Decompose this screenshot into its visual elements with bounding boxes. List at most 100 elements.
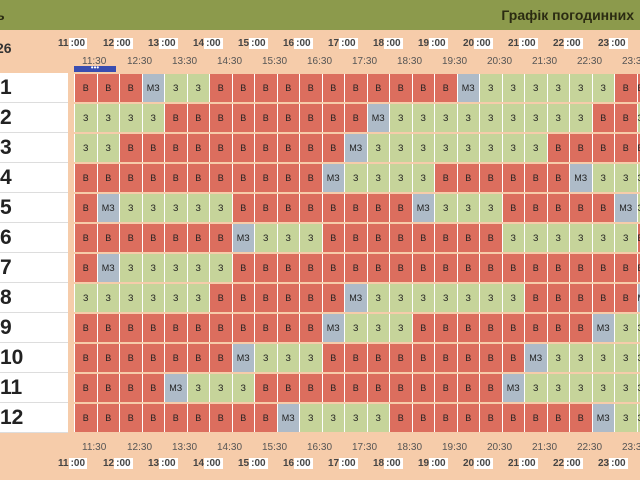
schedule-cell: В <box>434 254 457 282</box>
schedule-cell: В <box>389 74 412 102</box>
schedule-cell: З <box>74 134 97 162</box>
schedule-cell: В <box>366 374 389 402</box>
schedule-cell: В <box>636 224 640 252</box>
schedule-cell: З <box>546 104 569 132</box>
schedule-cell: З <box>434 194 457 222</box>
schedule-cell: В <box>434 314 457 342</box>
schedule-cell: В <box>119 404 142 432</box>
schedule-cell: З <box>186 254 209 282</box>
schedule-cell: З <box>119 104 142 132</box>
schedule-cell: В <box>524 164 547 192</box>
schedule-cell: МЗ <box>344 284 367 312</box>
schedule-cell: В <box>434 404 457 432</box>
schedule-cell: В <box>524 194 547 222</box>
schedule-cell: В <box>591 284 614 312</box>
schedule-cell: В <box>344 194 367 222</box>
hour-tick: 22:00 <box>553 38 583 49</box>
schedule-cell: В <box>96 404 119 432</box>
schedule-cell: В <box>74 374 97 402</box>
row-label: 4 <box>0 163 68 193</box>
halfhour-tick: 20:30 <box>487 56 513 67</box>
schedule-cell: З <box>96 134 119 162</box>
row-label: 10 <box>0 343 68 373</box>
schedule-cell: З <box>299 344 322 372</box>
schedule-cell: В <box>299 284 322 312</box>
schedule-cell: В <box>276 164 299 192</box>
schedule-cell: В <box>74 344 97 372</box>
schedule-cell: З <box>186 194 209 222</box>
halfhour-tick: 23:30 <box>622 442 640 453</box>
schedule-cell: З <box>321 404 344 432</box>
schedule-cell: В <box>209 104 232 132</box>
schedule-cell: В <box>389 344 412 372</box>
schedule-cell: В <box>321 344 344 372</box>
schedule-cell: З <box>231 374 254 402</box>
schedule-cell: В <box>74 254 97 282</box>
schedule-cell: МЗ <box>366 104 389 132</box>
schedule-cell: З <box>501 134 524 162</box>
schedule-cell: В <box>366 224 389 252</box>
schedule-cell: В <box>569 284 592 312</box>
halfhour-tick: 15:30 <box>262 56 288 67</box>
schedule-cell: З <box>434 134 457 162</box>
schedule-cell: З <box>546 344 569 372</box>
schedule-cell: В <box>411 344 434 372</box>
schedule-cell: В <box>96 314 119 342</box>
current-time-marker: ••• <box>90 63 100 72</box>
schedule-cell: В <box>614 104 637 132</box>
halfhour-tick: 11:30 <box>82 56 107 67</box>
hour-tick: 22:00 <box>553 458 583 469</box>
schedule-cell: В <box>614 74 637 102</box>
halfhour-tick: 14:30 <box>217 56 243 67</box>
schedule-cell: В <box>321 254 344 282</box>
schedule-cell: В <box>321 194 344 222</box>
hour-tick: 19:00 <box>418 38 448 49</box>
schedule-cell: В <box>209 314 232 342</box>
schedule-cell: З <box>119 254 142 282</box>
schedule-cell: В <box>231 284 254 312</box>
schedule-cell: В <box>74 164 97 192</box>
schedule-cell: З <box>186 374 209 402</box>
schedule-cell: З <box>569 344 592 372</box>
schedule-cell: МЗ <box>231 224 254 252</box>
schedule-cell: В <box>321 284 344 312</box>
hour-tick: 16:00 <box>283 458 313 469</box>
hour-tick: 11:00 <box>58 458 88 469</box>
schedule-cell: В <box>164 344 187 372</box>
schedule-cell: В <box>141 314 164 342</box>
schedule-cell: З <box>119 284 142 312</box>
halfhour-tick: 19:30 <box>442 56 468 67</box>
schedule-cell: В <box>591 254 614 282</box>
schedule-cell: МЗ <box>164 374 187 402</box>
hour-tick: 16:00 <box>283 38 313 49</box>
schedule-cell: В <box>299 254 322 282</box>
schedule-cell: В <box>479 164 502 192</box>
schedule-cell: В <box>434 344 457 372</box>
schedule-cell: В <box>276 254 299 282</box>
hour-tick: 20:00 <box>463 38 493 49</box>
schedule-cell: З <box>479 134 502 162</box>
row-label: 8 <box>0 283 68 313</box>
schedule-cell: В <box>614 254 637 282</box>
schedule-cell: З <box>501 74 524 102</box>
schedule-cell: В <box>299 194 322 222</box>
schedule-cell: В <box>119 224 142 252</box>
schedule-cell: В <box>186 104 209 132</box>
schedule-cell: В <box>569 404 592 432</box>
schedule-cell: В <box>119 134 142 162</box>
schedule-cell: МЗ <box>276 404 299 432</box>
halfhour-tick: 21:30 <box>532 442 558 453</box>
schedule-cell: В <box>186 314 209 342</box>
schedule-cell: В <box>501 164 524 192</box>
schedule-cell: З <box>614 164 637 192</box>
schedule-cell: В <box>546 284 569 312</box>
halfhour-tick: 18:30 <box>397 56 423 67</box>
schedule-cell: З <box>636 314 640 342</box>
schedule-cell: З <box>524 374 547 402</box>
schedule-cell: З <box>501 224 524 252</box>
schedule-cell: В <box>524 254 547 282</box>
schedule-cell: З <box>344 164 367 192</box>
schedule-cell: В <box>524 314 547 342</box>
schedule-cell: З <box>276 344 299 372</box>
schedule-cell: З <box>186 74 209 102</box>
